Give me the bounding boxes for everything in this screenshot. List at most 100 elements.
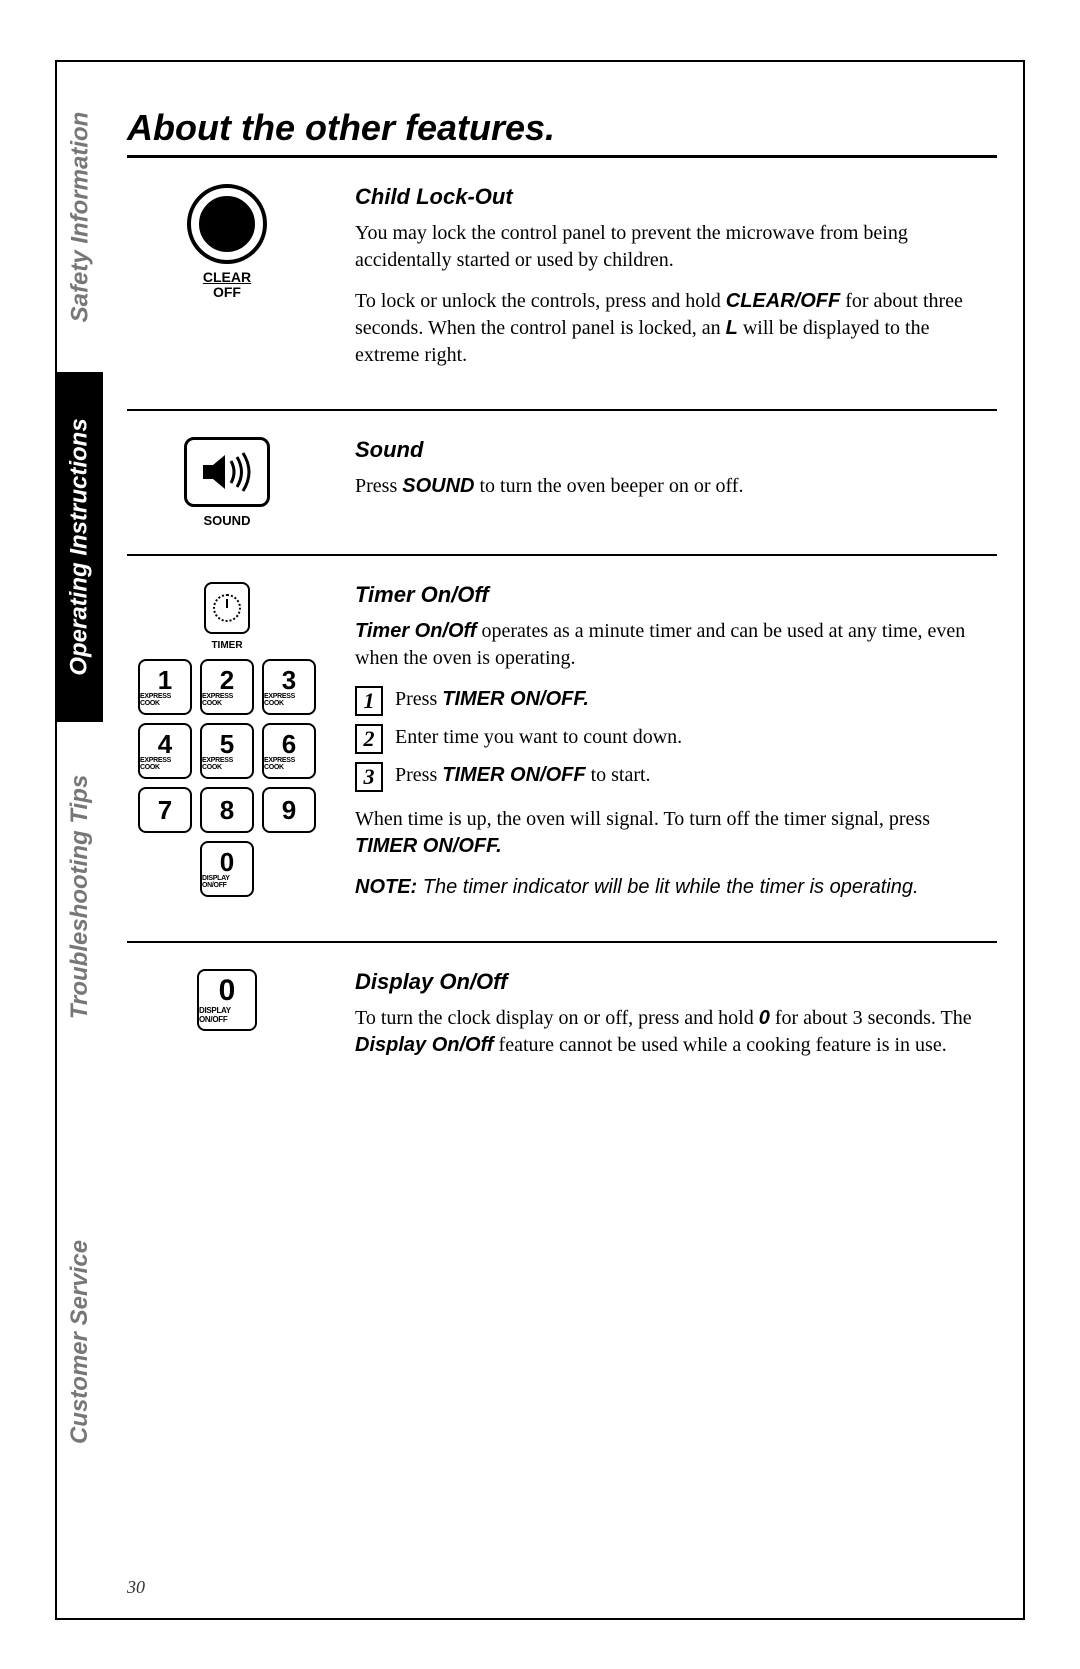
step-number-box: 3 bbox=[355, 762, 383, 792]
sublabel: EXPRESS COOK bbox=[202, 693, 252, 707]
text: To turn the clock display on or off, pre… bbox=[355, 1007, 759, 1029]
tab-label: Operating Instructions bbox=[66, 418, 94, 675]
num: 1 bbox=[158, 667, 172, 693]
page-title: About the other features. bbox=[127, 107, 997, 158]
tab-label: Troubleshooting Tips bbox=[66, 775, 94, 1019]
key-9: 9 bbox=[262, 787, 316, 833]
heading-child-lockout: Child Lock-Out bbox=[355, 184, 997, 210]
heading-timer: Timer On/Off bbox=[355, 582, 997, 608]
key-1: 1EXPRESS COOK bbox=[138, 659, 192, 715]
text: Press bbox=[355, 475, 402, 497]
key-2: 2EXPRESS COOK bbox=[200, 659, 254, 715]
keypad: TIMER 1EXPRESS COOK 2EXPRESS COOK 3EXPRE… bbox=[138, 582, 316, 897]
key-0: 0DISPLAY ON/OFF bbox=[200, 841, 254, 897]
sound-p: Press SOUND to turn the oven beeper on o… bbox=[355, 473, 997, 500]
feature-body: Display On/Off To turn the clock display… bbox=[355, 969, 997, 1073]
sublabel: DISPLAY ON/OFF bbox=[199, 1006, 255, 1024]
num: 6 bbox=[282, 731, 296, 757]
tab-customer-service: Customer Service bbox=[57, 1192, 103, 1492]
num: 0 bbox=[220, 849, 234, 875]
speaker-icon bbox=[199, 449, 255, 495]
feature-timer: TIMER 1EXPRESS COOK 2EXPRESS COOK 3EXPRE… bbox=[127, 582, 997, 943]
num: 3 bbox=[282, 667, 296, 693]
knob-inner-icon bbox=[199, 196, 255, 252]
text: Enter time you want to count down. bbox=[395, 726, 682, 748]
bold: TIMER ON/OFF. bbox=[442, 688, 589, 710]
num: 2 bbox=[220, 667, 234, 693]
text: feature cannot be used while a cooking f… bbox=[494, 1034, 947, 1056]
caption-off: OFF bbox=[213, 284, 241, 300]
timer-p1: Timer On/Off operates as a minute timer … bbox=[355, 618, 997, 672]
sublabel: DISPLAY ON/OFF bbox=[202, 875, 252, 889]
keypad-row: 7 8 9 bbox=[138, 787, 316, 833]
heading-sound: Sound bbox=[355, 437, 997, 463]
key-7: 7 bbox=[138, 787, 192, 833]
keypad-row: 0DISPLAY ON/OFF bbox=[200, 841, 254, 897]
sublabel: EXPRESS COOK bbox=[264, 693, 314, 707]
timer-button-icon bbox=[204, 582, 250, 634]
feature-display: 0 DISPLAY ON/OFF Display On/Off To turn … bbox=[127, 969, 997, 1099]
step-text: Press TIMER ON/OFF. bbox=[395, 686, 589, 713]
note-label: NOTE: bbox=[355, 876, 417, 898]
bold: TIMER ON/OFF bbox=[442, 764, 585, 786]
text: Press bbox=[395, 764, 442, 786]
step-1: 1 Press TIMER ON/OFF. bbox=[355, 686, 997, 716]
key-0-display: 0 DISPLAY ON/OFF bbox=[197, 969, 257, 1031]
feature-body: Timer On/Off Timer On/Off operates as a … bbox=[355, 582, 997, 915]
heading-display: Display On/Off bbox=[355, 969, 997, 995]
num: 5 bbox=[220, 731, 234, 757]
keypad-row: 4EXPRESS COOK 5EXPRESS COOK 6EXPRESS COO… bbox=[138, 723, 316, 779]
tab-safety-information: Safety Information bbox=[57, 62, 103, 372]
tab-operating-instructions: Operating Instructions bbox=[57, 372, 103, 722]
feature-body: Child Lock-Out You may lock the control … bbox=[355, 184, 997, 383]
clear-off-caption: CLEAR OFF bbox=[203, 270, 251, 301]
keypad-row: 1EXPRESS COOK 2EXPRESS COOK 3EXPRESS COO… bbox=[138, 659, 316, 715]
step-text: Enter time you want to count down. bbox=[395, 724, 682, 751]
step-text: Press TIMER ON/OFF to start. bbox=[395, 762, 651, 789]
tab-troubleshooting-tips: Troubleshooting Tips bbox=[57, 722, 103, 1072]
dial-icon bbox=[213, 594, 241, 622]
sublabel: EXPRESS COOK bbox=[140, 693, 190, 707]
tab-label: Safety Information bbox=[66, 112, 94, 323]
text: To lock or unlock the controls, press an… bbox=[355, 290, 726, 312]
sound-button-icon bbox=[184, 437, 270, 507]
bold-sound: SOUND bbox=[402, 475, 474, 497]
text: When time is up, the oven will signal. T… bbox=[355, 808, 930, 830]
text: to start. bbox=[586, 764, 651, 786]
text: Press bbox=[395, 688, 442, 710]
step-2: 2 Enter time you want to count down. bbox=[355, 724, 997, 754]
feature-sound: SOUND Sound Press SOUND to turn the oven… bbox=[127, 437, 997, 556]
key-6: 6EXPRESS COOK bbox=[262, 723, 316, 779]
lockout-p2: To lock or unlock the controls, press an… bbox=[355, 288, 997, 369]
key-3: 3EXPRESS COOK bbox=[262, 659, 316, 715]
sound-caption: SOUND bbox=[204, 513, 251, 528]
side-tabs: Safety Information Operating Instruction… bbox=[57, 62, 103, 1618]
content: About the other features. CLEAR OFF Chil… bbox=[127, 107, 997, 1125]
page-number: 30 bbox=[127, 1577, 145, 1598]
num: 0 bbox=[219, 976, 236, 1006]
timer-p2: When time is up, the oven will signal. T… bbox=[355, 806, 997, 860]
key-4: 4EXPRESS COOK bbox=[138, 723, 192, 779]
illus-clear-off: CLEAR OFF bbox=[127, 184, 327, 383]
text: to turn the oven beeper on or off. bbox=[474, 475, 743, 497]
illus-sound: SOUND bbox=[127, 437, 327, 528]
caption-clear: CLEAR bbox=[203, 269, 251, 285]
timer-note: NOTE: The timer indicator will be lit wh… bbox=[355, 874, 997, 901]
clear-off-knob-icon bbox=[187, 184, 267, 264]
sublabel: EXPRESS COOK bbox=[264, 757, 314, 771]
steps-list: 1 Press TIMER ON/OFF. 2 Enter time you w… bbox=[355, 686, 997, 792]
num: 8 bbox=[220, 797, 234, 823]
illus-keypad: TIMER 1EXPRESS COOK 2EXPRESS COOK 3EXPRE… bbox=[127, 582, 327, 915]
step-number-box: 2 bbox=[355, 724, 383, 754]
timer-caption: TIMER bbox=[211, 640, 242, 651]
num: 9 bbox=[282, 797, 296, 823]
feature-child-lockout: CLEAR OFF Child Lock-Out You may lock th… bbox=[127, 184, 997, 411]
bold-clearoff: CLEAR/OFF bbox=[726, 290, 840, 312]
illus-display: 0 DISPLAY ON/OFF bbox=[127, 969, 327, 1073]
text: for about 3 seconds. The bbox=[770, 1007, 972, 1029]
num: 4 bbox=[158, 731, 172, 757]
feature-body: Sound Press SOUND to turn the oven beepe… bbox=[355, 437, 997, 528]
note-text: The timer indicator will be lit while th… bbox=[417, 876, 918, 898]
bold-L: L bbox=[726, 317, 738, 339]
sublabel: EXPRESS COOK bbox=[202, 757, 252, 771]
